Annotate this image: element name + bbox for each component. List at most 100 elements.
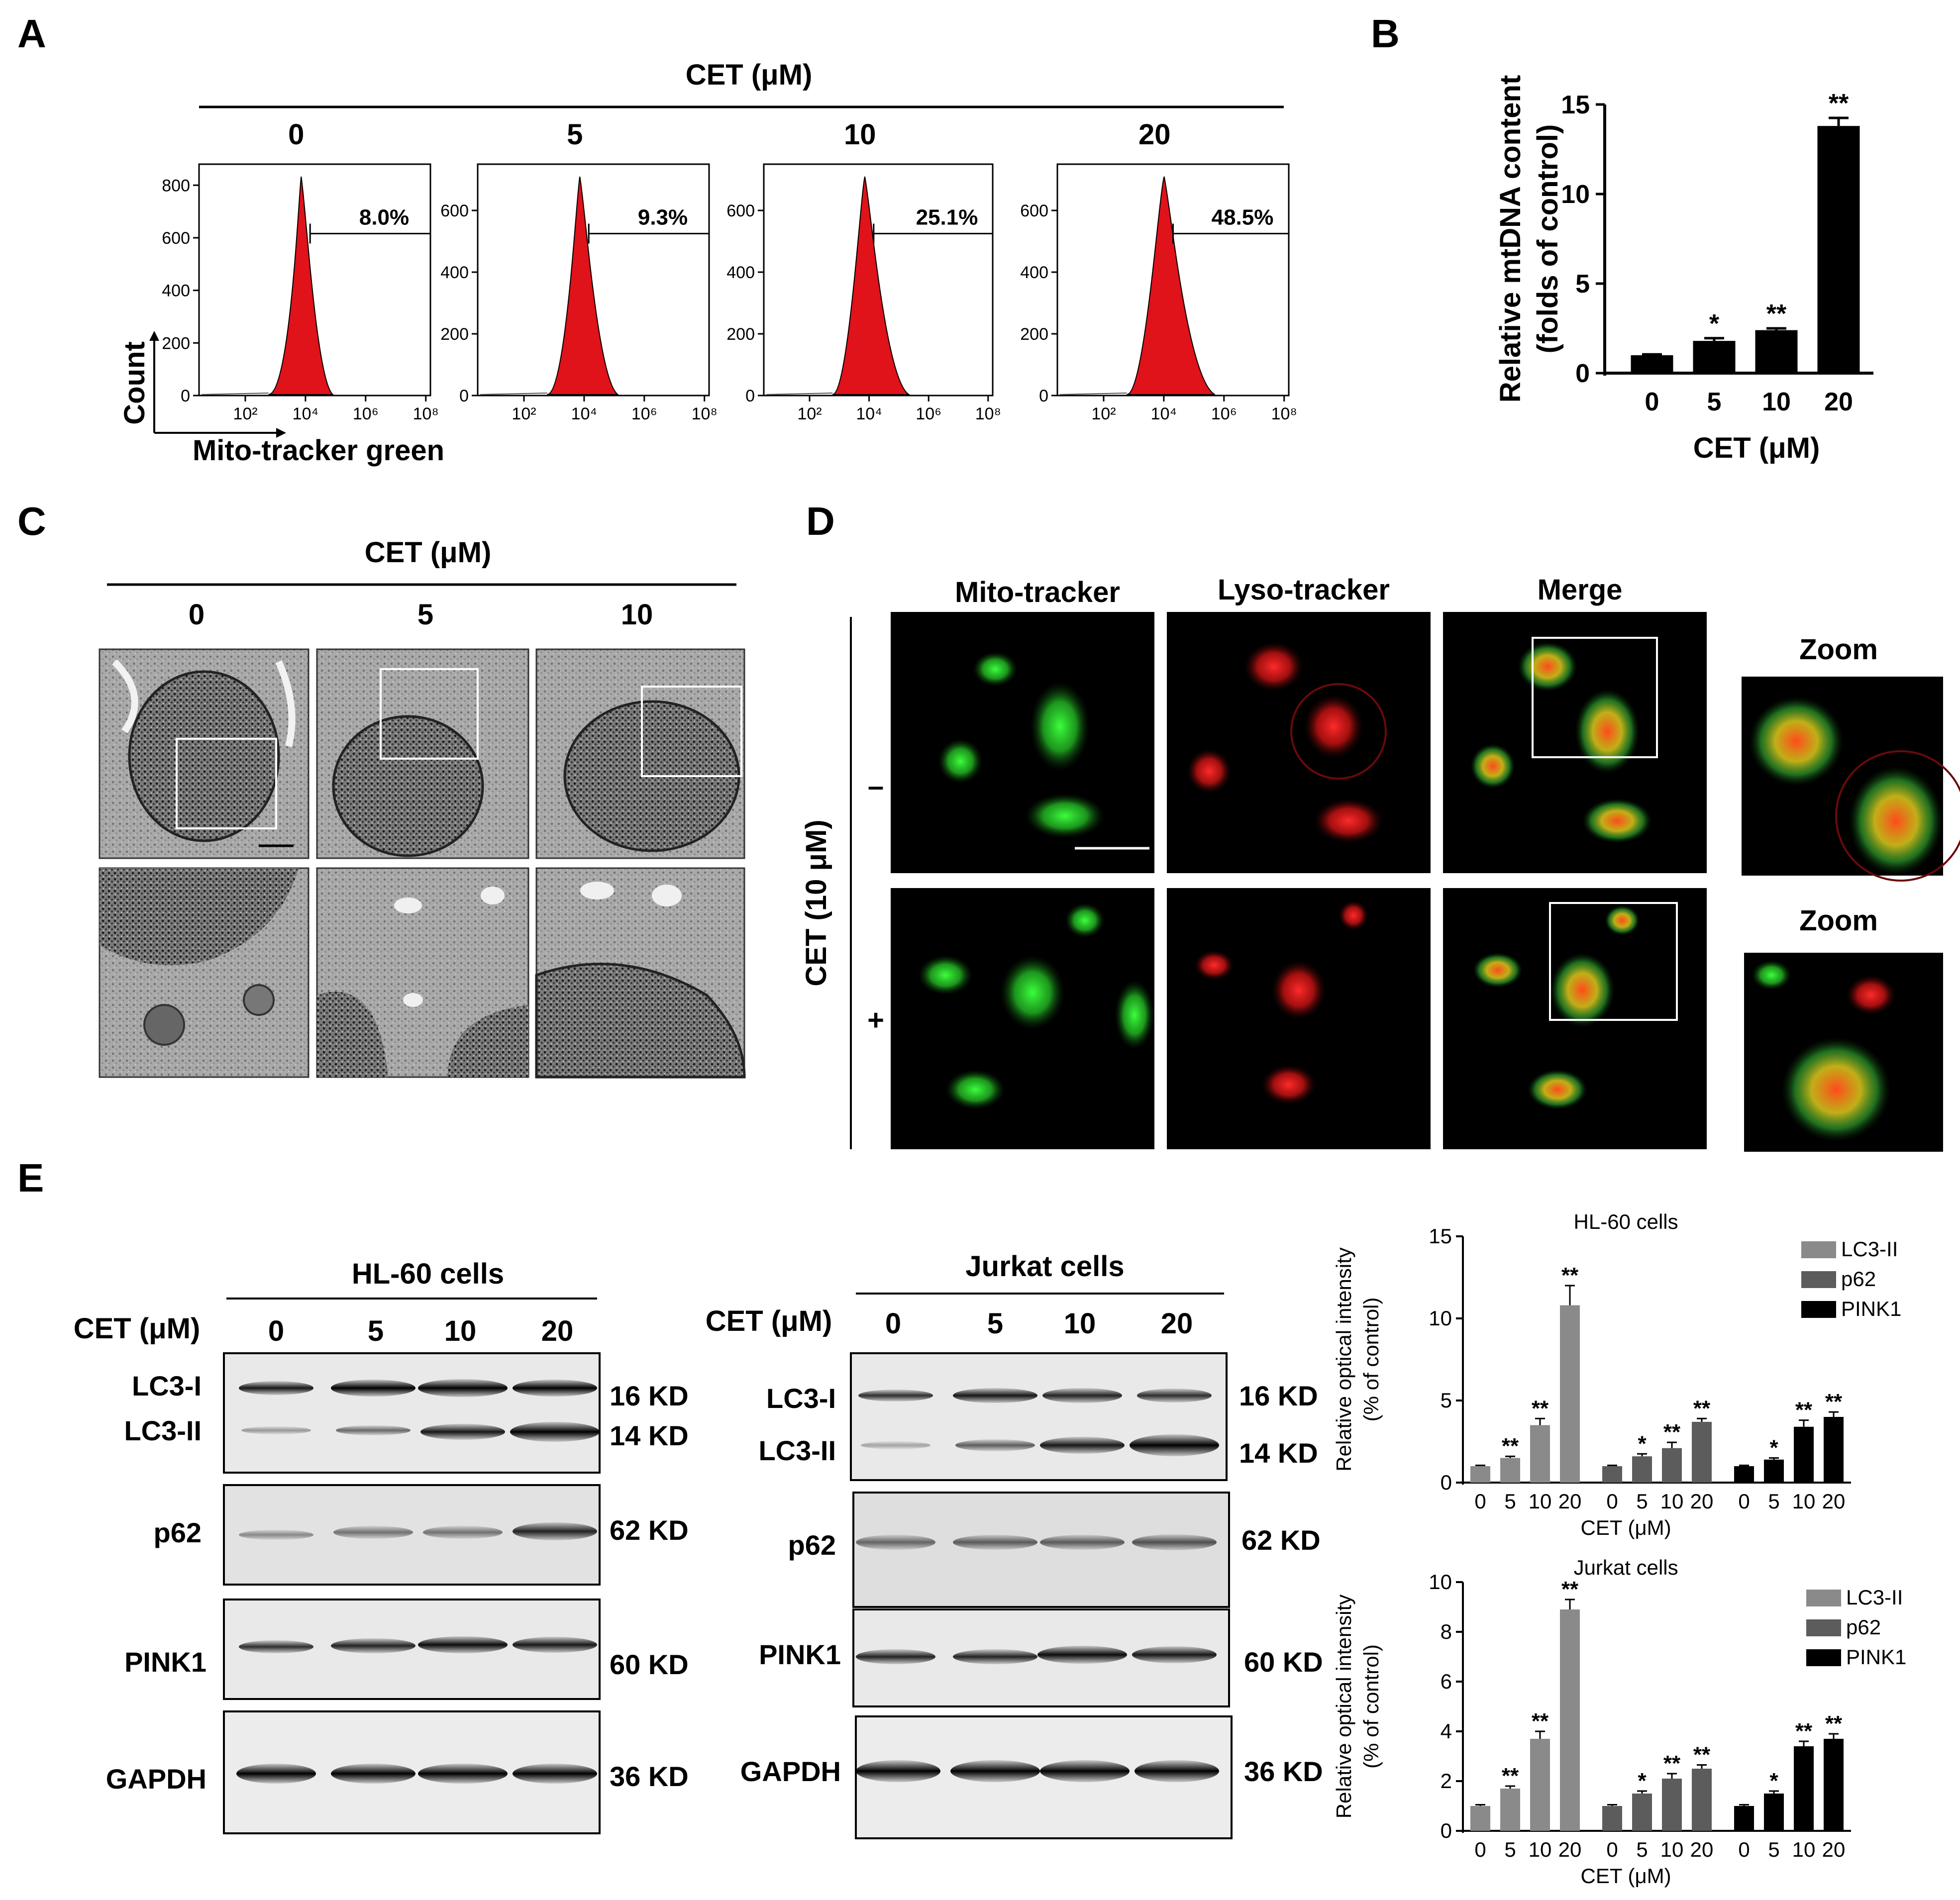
histogram-conc-2: 10: [844, 118, 876, 151]
legend-label-p62: p62: [1846, 1615, 1881, 1639]
tem-image-5-top: [316, 648, 529, 859]
cet-header-c: CET (μM): [365, 536, 492, 569]
merge-treated: [1443, 888, 1707, 1149]
bar-LC3-II-10: [1530, 1739, 1550, 1831]
bar-p62-5: [1632, 1456, 1652, 1483]
x-tick-label-b: 20: [1824, 388, 1853, 416]
bar-PINK1-20: [1824, 1739, 1844, 1831]
band-lc3-ii-hl60: LC3-II: [124, 1415, 202, 1446]
panel-d: D Mito-tracker Lyso-tracker Merge Zoom Z…: [800, 499, 1960, 1152]
legend-swatch-PINK1: [1806, 1649, 1841, 1666]
bar-PINK1-0: [1734, 1806, 1754, 1831]
y-tick-label: 8: [1441, 1620, 1452, 1643]
cet-label-jurkat: CET (μM): [706, 1305, 832, 1337]
x-tick-label: 10: [1660, 1838, 1684, 1861]
significance-b: *: [1709, 309, 1720, 338]
bar-p62-20: [1692, 1421, 1712, 1483]
chart-title: HL-60 cells: [1574, 1210, 1678, 1233]
kd-lc3-ii-jurkat: 14 KD: [1239, 1437, 1318, 1469]
y-axis-label-line1: Relative optical intensity: [1332, 1595, 1355, 1819]
panel-label-d: D: [806, 499, 835, 543]
x-tick-label: 10⁶: [353, 404, 379, 423]
y-tick-label: 400: [162, 282, 190, 300]
x-tick-label: 0: [1606, 1490, 1618, 1513]
y-tick-label: 5: [1441, 1389, 1452, 1412]
baseline: [480, 393, 547, 395]
panel-label-c: C: [17, 499, 46, 543]
x-tick-label: 0: [1474, 1838, 1486, 1861]
x-tick-label: 10⁴: [856, 404, 882, 423]
significance: **: [1502, 1764, 1519, 1788]
x-tick-label: 10: [1660, 1490, 1684, 1513]
kd-p62-hl60: 62 KD: [610, 1514, 689, 1546]
histogram-peak-0: [268, 176, 334, 395]
y-arrowhead-a: [149, 331, 159, 341]
tem-zoom-5: [316, 867, 529, 1078]
x-tick-label: 10: [1529, 1838, 1552, 1861]
significance: **: [1561, 1263, 1579, 1288]
tem-col-0: 0: [189, 599, 205, 631]
significance: **: [1825, 1711, 1843, 1736]
y-tick-label-b: 5: [1575, 270, 1590, 299]
jurkat-intensity-chart: Jurkat cells 0 2 4 6 8 10 Relative optical inte…: [1332, 1556, 1906, 1888]
histogram-conc-1: 5: [567, 118, 583, 151]
panel-label-e: E: [17, 1156, 44, 1200]
kd-gapdh-hl60: 36 KD: [610, 1761, 689, 1792]
x-arrowhead-a: [276, 428, 286, 438]
bar-b-10: [1755, 330, 1798, 373]
histogram-peak-3: [1127, 176, 1215, 395]
significance: **: [1795, 1719, 1813, 1743]
col-mito-tracker: Mito-tracker: [955, 576, 1120, 608]
significance: **: [1502, 1434, 1519, 1458]
bar-p62-0: [1602, 1806, 1622, 1831]
legend-label-LC3-II: LC3-II: [1846, 1586, 1903, 1609]
blot-box-lc3-jurkat: [850, 1352, 1228, 1481]
tem-image-10-top: [535, 648, 745, 859]
bar-b-5: [1693, 341, 1736, 373]
lane-5-hl60: 5: [368, 1315, 384, 1347]
kd-lc3-ii-hl60: 14 KD: [610, 1420, 689, 1451]
y-tick-label: 400: [1020, 263, 1048, 282]
significance: **: [1693, 1396, 1711, 1420]
histogram-conc-0: 0: [288, 118, 304, 151]
bar-p62-5: [1632, 1794, 1652, 1831]
y-tick-label: 15: [1429, 1224, 1452, 1248]
histogram-0: 0 0 200 400 600 800 10² 10⁴ 10⁶ 10⁸ 8.0%: [162, 118, 439, 423]
baseline: [766, 393, 833, 395]
blot-hl60: HL-60 cells CET (μM) 0 5 10 20: [74, 1258, 689, 1834]
significance: **: [1693, 1743, 1711, 1767]
x-tick-label: 5: [1636, 1838, 1648, 1861]
band-lc3-ii-jurkat: LC3-II: [758, 1435, 836, 1466]
bar-b-20: [1817, 126, 1860, 373]
zoom-untreated: [1742, 677, 1960, 882]
bar-LC3-II-20: [1560, 1609, 1580, 1831]
bar-p62-10: [1662, 1448, 1682, 1483]
x-tick-label-b: 10: [1762, 388, 1791, 416]
panel-e: E HL-60 cells CET (μM) 0 5 10 20: [17, 1156, 1906, 1888]
y-tick-label: 200: [162, 334, 190, 353]
mito-tracker-treated: [891, 888, 1154, 1149]
x-axis-label-b: CET (μM): [1693, 432, 1820, 464]
significance-b: **: [1766, 300, 1787, 328]
band-p62-hl60: p62: [154, 1517, 202, 1548]
bar-PINK1-5: [1764, 1459, 1784, 1483]
gate-percentage-0: 8.0%: [359, 205, 409, 230]
histogram-peak-1: [547, 176, 619, 395]
tem-image-0-top: [99, 648, 309, 859]
y-tick-label: 6: [1441, 1670, 1452, 1693]
lane-20-hl60: 20: [541, 1315, 574, 1347]
cet-header-a: CET (μM): [686, 59, 813, 91]
y-tick-label: 600: [1020, 201, 1048, 220]
y-tick-label: 200: [1020, 325, 1048, 344]
kd-gapdh-jurkat: 36 KD: [1244, 1756, 1323, 1787]
y-axis-label-a: Count: [118, 341, 151, 425]
bar-PINK1-10: [1794, 1426, 1814, 1483]
significance: **: [1532, 1396, 1549, 1420]
lane-10-jurkat: 10: [1064, 1307, 1096, 1340]
y-tick-label: 400: [726, 263, 755, 282]
blot-title-hl60: HL-60 cells: [352, 1258, 504, 1290]
band-lc3-i-hl60: LC3-I: [132, 1370, 202, 1401]
panel-label-b: B: [1371, 11, 1400, 56]
x-tick-label-b: 0: [1645, 388, 1659, 416]
